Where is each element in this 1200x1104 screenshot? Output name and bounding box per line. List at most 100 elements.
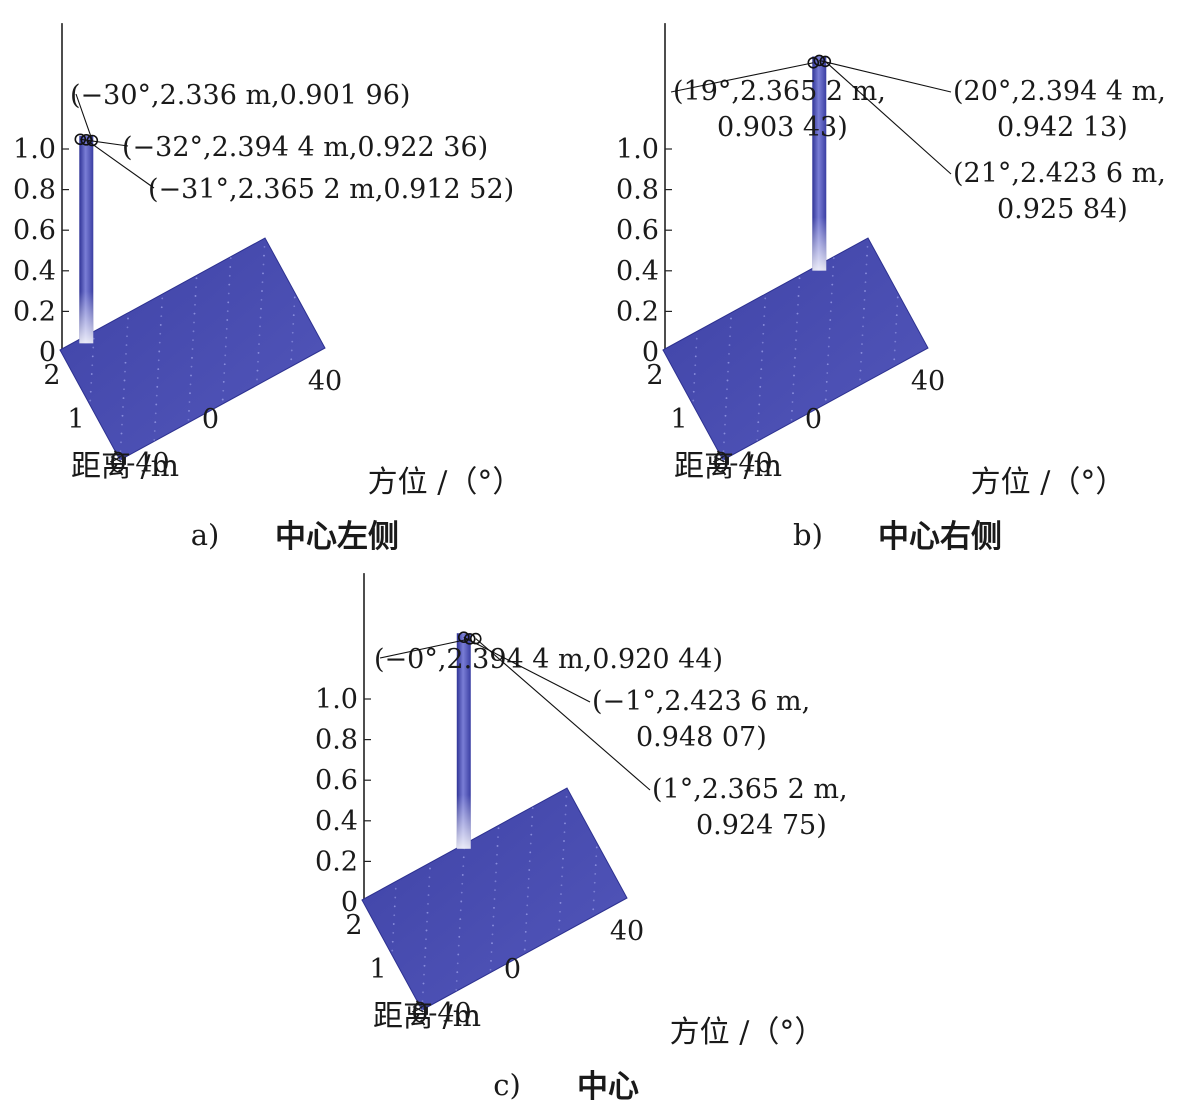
leader-line [379, 638, 470, 659]
surface-speckle [828, 327, 831, 330]
surface-speckle [191, 356, 193, 359]
surface-speckle [192, 330, 195, 333]
surface-speckle [290, 358, 293, 361]
surface-speckle [193, 321, 195, 324]
surface-speckle [530, 824, 533, 827]
surface-speckle [92, 346, 95, 349]
surface-speckle [860, 352, 863, 354]
y-axis-label: 距离 /m [674, 449, 782, 484]
surface-speckle [895, 323, 898, 325]
surface-speckle [188, 401, 191, 403]
caption-text: 中心 [577, 1069, 639, 1104]
annotation-label: (−0°,2.394 4 m,0.920 44) [374, 644, 723, 675]
surface-speckle [559, 902, 562, 904]
surface-speckle [456, 962, 459, 965]
surface-speckle [160, 306, 163, 309]
y-tick-label: 0 [109, 448, 126, 479]
y-tick-label: 1 [369, 954, 386, 985]
data-point-marker [819, 55, 832, 68]
y-tick-label: 0 [411, 998, 428, 1029]
x-axis-label: 方位 /（°） [670, 1015, 825, 1050]
surface-speckle [229, 257, 232, 260]
surface-speckle [723, 432, 726, 435]
surface-speckle [526, 904, 529, 907]
surface-speckle [791, 401, 794, 403]
surface-speckle [291, 331, 294, 334]
surface-speckle [693, 382, 696, 384]
leader-line [75, 93, 93, 141]
z-tick-label: 0.8 [13, 175, 56, 206]
surface-speckle [157, 359, 160, 362]
surface-speckle [560, 893, 562, 895]
surface-speckle [125, 344, 128, 346]
surface-speckle [195, 286, 197, 289]
annotation-label-line2: 0.948 07) [636, 722, 767, 753]
surface-speckle [92, 337, 95, 340]
surface-speckle [429, 867, 431, 870]
y-tick-label: 2 [345, 910, 362, 941]
surface-speckle [595, 846, 598, 849]
surface-speckle [794, 356, 796, 359]
surface-speckle [225, 327, 228, 330]
z-tick-label: 0.2 [616, 296, 659, 327]
y-axis-label: 距离 /m [373, 999, 481, 1034]
surface-speckle [290, 349, 293, 352]
surface-speckle [222, 389, 225, 392]
surface-speckle [525, 913, 528, 916]
surface-speckle [560, 884, 563, 887]
surface-speckle [90, 373, 93, 375]
surface-speckle [832, 266, 835, 268]
peak-spike-fade [79, 135, 94, 344]
surface-speckle [425, 929, 428, 932]
surface-speckle [564, 822, 566, 825]
surface-speckle [863, 298, 866, 301]
surface-speckle [187, 418, 190, 421]
surface-speckle [792, 392, 794, 395]
surface-speckle [692, 390, 695, 393]
surface-speckle [493, 898, 496, 900]
y-tick-label: 2 [43, 360, 60, 391]
surface-speckle [227, 301, 230, 304]
x-axis-label: 方位 /（°） [368, 465, 523, 500]
annotation-label-line1: (20°,2.394 4 m, [953, 76, 1166, 107]
surface-speckle [831, 283, 834, 286]
surface-speckle [455, 980, 458, 982]
annotation-label-line1: (21°,2.423 6 m, [953, 158, 1166, 189]
surface-speckle [727, 361, 730, 364]
surface-speckle [563, 831, 566, 834]
surface-speckle [794, 348, 797, 350]
x-tick-label: 40 [911, 366, 945, 397]
surface-speckle [491, 933, 494, 936]
surface-speckle [263, 254, 265, 257]
surface-speckle [496, 853, 498, 856]
z-tick-label: 0 [39, 337, 56, 368]
surface-speckle [126, 335, 128, 338]
surface-speckle [428, 885, 430, 888]
surface-speckle [528, 869, 531, 871]
surface-speckle [427, 894, 430, 896]
peak-spike-fade [456, 633, 471, 849]
surface-speckle [91, 364, 94, 367]
surface-speckle [392, 932, 395, 934]
x-axis-label: 方位 /（°） [971, 465, 1126, 500]
surface-speckle [795, 330, 798, 333]
surface-speckle [191, 348, 194, 350]
surface-speckle [462, 856, 465, 859]
surface-speckle [728, 344, 731, 346]
surface-speckle [792, 383, 795, 386]
surface-speckle [893, 358, 896, 361]
surface-speckle [830, 292, 833, 295]
surface-speckle [256, 378, 258, 381]
surface-speckle [859, 378, 861, 381]
surface-speckle [793, 365, 796, 368]
surface-speckle [193, 312, 196, 315]
surface-speckle [893, 349, 896, 352]
surface-speckle [490, 951, 493, 953]
surface-speckle [461, 882, 464, 885]
surface-speckle [256, 369, 259, 372]
surface-speckle [225, 336, 228, 339]
x-tick-label: 0 [805, 404, 822, 435]
surface-speckle [263, 245, 266, 248]
